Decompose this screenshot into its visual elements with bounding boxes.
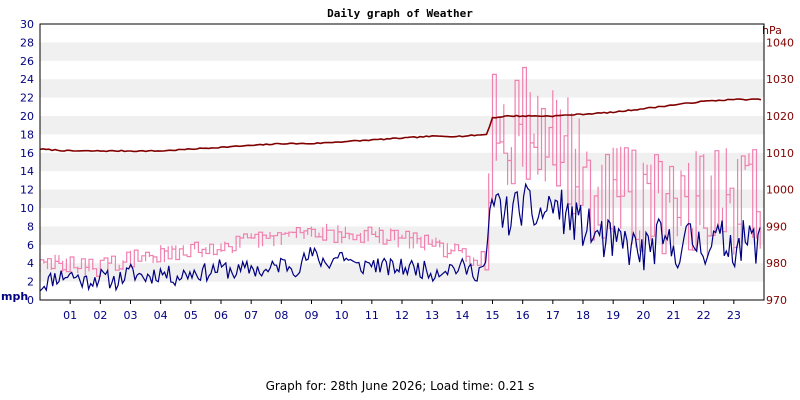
right-y-tick-label: 1030 [766,73,794,86]
left-y-tick-label: 30 [20,18,34,31]
gust-line [39,66,761,277]
x-axis: 01 02 03 04 05 06 07 08 09 10 11 12 13 14 15 16 17 18 19 20… [63,300,741,322]
grid-band [40,189,764,208]
x-tick-label: 11 [365,309,379,322]
left-y-tick-label: 14 [20,165,34,178]
x-tick-label: 08 [274,309,288,322]
x-tick-label: 14 [455,309,469,322]
left-y-tick-label: 8 [27,220,34,233]
left-y-tick-label: 24 [20,73,34,86]
right-y-tick-label: 1040 [766,36,794,49]
left-axis-unit: mph [1,290,28,303]
x-tick-label: 10 [335,309,349,322]
pressure-line [39,98,762,153]
x-tick-label: 18 [576,309,590,322]
x-tick-label: 17 [546,309,560,322]
chart-title: Daily graph of Weather [327,7,473,20]
right-y-tick-label: 980 [766,257,787,270]
left-y-tick-label: 28 [20,36,34,49]
x-tick-label: 07 [244,309,258,322]
series-layer [39,66,762,293]
left-y-tick-label: 4 [27,257,34,270]
x-tick-label: 04 [154,309,168,322]
x-tick-label: 02 [93,309,107,322]
left-y-tick-label: 2 [27,276,34,289]
plot-frame [39,23,765,301]
left-y-tick-label: 0 [27,294,34,307]
x-tick-label: 19 [606,309,620,322]
left-y-tick-label: 22 [20,92,34,105]
right-y-tick-label: 990 [766,220,787,233]
grid-band [40,152,764,172]
footer-status: Graph for: 28th June 2026; Load time: 0.… [265,379,535,393]
x-tick-label: 15 [486,309,500,322]
right-axis-unit: hPa [762,24,782,37]
left-y-tick-label: 10 [20,202,34,215]
x-tick-label: 12 [395,309,409,322]
chart-svg: Daily graph of Weather 02468101214161820… [1,7,794,367]
x-tick-label: 01 [63,309,77,322]
right-y-tick-label: 1020 [766,110,794,123]
x-tick-label: 05 [184,309,198,322]
left-y-tick-label: 6 [27,239,34,252]
right-y-axis: 970 980 990 1000 1010 1020 1030 1040 [766,36,794,307]
left-y-tick-label: 26 [20,55,34,68]
grid-band [40,79,764,98]
wind-speed-line [39,182,761,293]
x-tick-label: 16 [516,309,530,322]
left-y-tick-label: 20 [20,110,34,123]
grid-band [40,263,764,282]
left-y-tick-label: 16 [20,147,34,160]
x-tick-label: 09 [305,309,319,322]
weather-chart: Daily graph of Weather 0 2 4 6 8 10 12 14 16 18 20… [1,7,794,367]
grid-band [40,116,764,135]
x-tick-label: 13 [425,309,439,322]
x-tick-label: 03 [124,309,138,322]
x-tick-label: 23 [727,309,741,322]
left-y-tick-label: 18 [20,128,34,141]
grid-bands [40,42,764,282]
right-y-tick-label: 970 [766,294,787,307]
left-y-tick-label: 12 [20,184,34,197]
right-y-tick-label: 1010 [766,147,794,160]
x-tick-label: 22 [697,309,711,322]
x-tick-label: 21 [667,309,681,322]
x-tick-label: 20 [636,309,650,322]
right-y-tick-label: 1000 [766,184,794,197]
x-tick-label: 06 [214,309,228,322]
grid-band [40,42,764,61]
